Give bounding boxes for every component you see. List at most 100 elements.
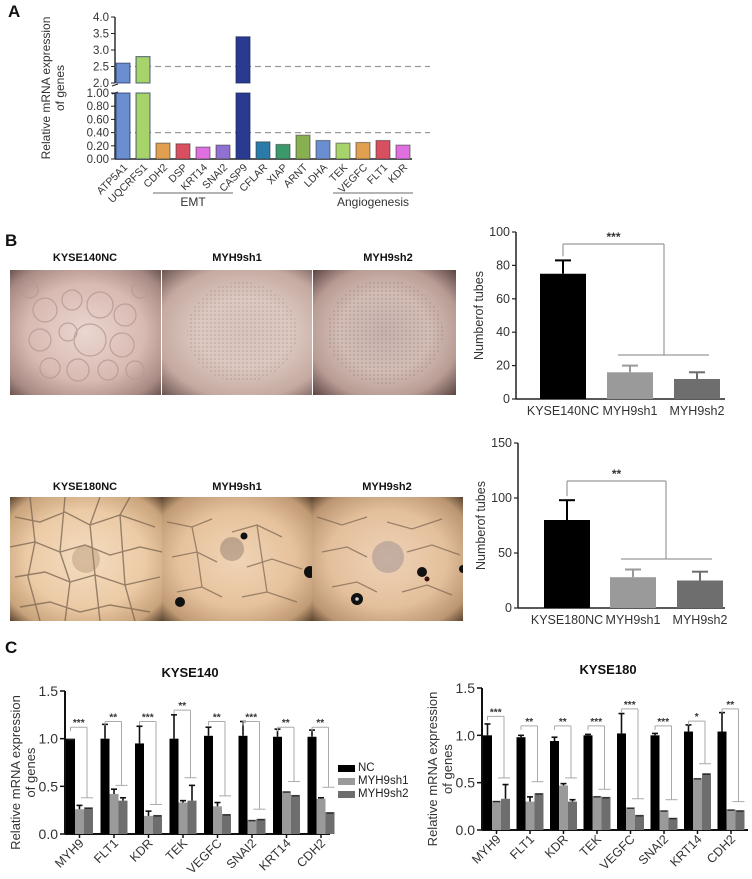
svg-text:0.40: 0.40: [87, 128, 109, 140]
svg-text:0.60: 0.60: [87, 114, 109, 126]
svg-text:***: ***: [590, 717, 602, 728]
svg-text:3.5: 3.5: [93, 29, 109, 41]
svg-text:FLT1: FLT1: [507, 832, 537, 862]
svg-text:SNAI2: SNAI2: [636, 832, 671, 867]
micrograph-title-kyse140nc: KYSE140NC: [52, 252, 118, 264]
bar-group-snai2: [650, 732, 678, 830]
svg-text:MYH9sh1: MYH9sh1: [603, 404, 658, 418]
cell-dots-pattern: [187, 282, 297, 382]
bar-snai2: [215, 144, 231, 160]
svg-text:KYSE180NC: KYSE180NC: [531, 613, 603, 627]
svg-text:1.0: 1.0: [456, 727, 476, 743]
bar-kyse140nc: [540, 259, 586, 399]
bar-group-kdr: [550, 736, 577, 830]
micrograph-myh9sh2-140: [313, 270, 456, 395]
micrograph-myh9sh2-180: [312, 497, 463, 621]
svg-text:KYSE140NC: KYSE140NC: [527, 404, 599, 418]
svg-text:KDR: KDR: [127, 836, 156, 865]
svg-text:0.20: 0.20: [87, 141, 109, 153]
bar-atp5a1: [115, 62, 131, 160]
legend-c: NC MYH9sh1 MYH9sh2: [338, 762, 409, 801]
svg-text:**: **: [612, 467, 622, 481]
svg-text:0: 0: [503, 392, 510, 406]
svg-text:LDHA: LDHA: [302, 162, 330, 190]
svg-text:1.5: 1.5: [39, 683, 59, 699]
legend-item-nc: NC: [338, 762, 409, 775]
svg-text:***: ***: [142, 713, 154, 724]
svg-text:Numberof tubes: Numberof tubes: [472, 271, 486, 360]
svg-text:***: ***: [490, 707, 502, 718]
chart-a-mrna-expression: 2.0 2.5 3.0 3.5 4.0 0.000.200.40 0.600.801.00 R…: [39, 12, 430, 209]
svg-text:Relative mRNA expressionof gen: Relative mRNA expressionof genes: [425, 692, 455, 847]
svg-text:Angiogenesis: Angiogenesis: [337, 195, 409, 209]
bar-group-krt14: [273, 728, 300, 834]
bar-group-tek: [583, 733, 611, 830]
svg-text:0.5: 0.5: [39, 778, 59, 794]
svg-text:20: 20: [496, 359, 510, 373]
bar-group-vegfc: [617, 712, 644, 830]
svg-text:100: 100: [491, 491, 512, 505]
bar-vegfc: [355, 141, 371, 160]
bar-dsp: [175, 143, 191, 160]
bar-group-kdr: [135, 725, 162, 834]
svg-text:**: **: [178, 701, 186, 712]
micrograph-myh9sh1-180: [162, 497, 312, 621]
bar-flt1: [375, 139, 391, 160]
svg-text:MYH9sh1: MYH9sh1: [606, 613, 661, 627]
svg-text:**: **: [525, 717, 533, 728]
svg-text:**: **: [559, 717, 567, 728]
tube-network-pattern: [166, 518, 312, 607]
svg-text:***: ***: [73, 718, 85, 729]
micrograph-kyse180nc: [10, 497, 162, 621]
bar-group-krt14: [684, 724, 711, 830]
bar-group-vegfc: [204, 726, 231, 834]
micrograph-title-myh9sh1-140: MYH9sh1: [212, 252, 262, 264]
svg-text:50: 50: [498, 546, 512, 560]
svg-text:VEGFC: VEGFC: [597, 832, 637, 872]
svg-text:Relative mRNA expressionof gen: Relative mRNA expressionof genes: [39, 17, 67, 160]
svg-text:Numberof tubes: Numberof tubes: [474, 481, 488, 570]
cell-dots-pattern: [327, 280, 443, 384]
bar-myh9sh1: [610, 568, 656, 608]
svg-text:4.0: 4.0: [93, 12, 109, 24]
svg-text:Relative mRNA expressionof gen: Relative mRNA expressionof genes: [8, 695, 38, 850]
bar-kyse180nc: [544, 499, 590, 608]
bar-group-cdh2: [717, 711, 745, 830]
bar-group-flt1: [516, 734, 544, 830]
svg-text:SNAI2: SNAI2: [224, 836, 259, 871]
svg-text:80: 80: [496, 258, 510, 272]
bar-myh9sh1: [607, 364, 653, 399]
svg-text:KRT14: KRT14: [256, 836, 293, 873]
svg-text:0.80: 0.80: [87, 101, 109, 113]
micrograph-title-kyse180nc: KYSE180NC: [52, 481, 118, 493]
micrograph-title-myh9sh2-140: MYH9sh2: [363, 252, 413, 264]
svg-text:CDH2: CDH2: [294, 836, 328, 870]
svg-text:0: 0: [505, 601, 512, 615]
svg-text:***: ***: [657, 717, 669, 728]
svg-text:***: ***: [624, 700, 636, 711]
svg-text:0.0: 0.0: [39, 826, 59, 842]
legend-item-myh9sh1: MYH9sh1: [338, 775, 409, 788]
svg-text:MYH9sh2: MYH9sh2: [670, 404, 725, 418]
svg-text:KDR: KDR: [542, 832, 571, 861]
bar-ldha: [315, 139, 331, 160]
micrograph-title-myh9sh1-180: MYH9sh1: [212, 481, 262, 493]
panel-letter-c: C: [5, 638, 18, 657]
svg-text:1.5: 1.5: [456, 680, 476, 696]
micrograph-kyse140nc: [10, 270, 161, 395]
bar-myh9sh2: [677, 570, 723, 608]
bar-arnt: [295, 134, 311, 160]
svg-text:0.0: 0.0: [456, 822, 476, 838]
svg-text:0.5: 0.5: [456, 775, 476, 791]
bar-group-cdh2: [307, 729, 335, 834]
legend-item-myh9sh2: MYH9sh2: [338, 788, 409, 801]
legend-label-nc: NC: [358, 762, 375, 774]
tube-network-pattern: [316, 516, 463, 605]
svg-text:TEK: TEK: [163, 836, 191, 864]
bar-uqcrfs1: [135, 55, 151, 160]
bar-group-snai2: [238, 720, 266, 834]
svg-text:FLT1: FLT1: [91, 836, 121, 866]
legend-swatch-myh9sh2: [338, 791, 355, 798]
legend-label-myh9sh1: MYH9sh1: [358, 775, 409, 787]
svg-text:150: 150: [491, 436, 512, 450]
